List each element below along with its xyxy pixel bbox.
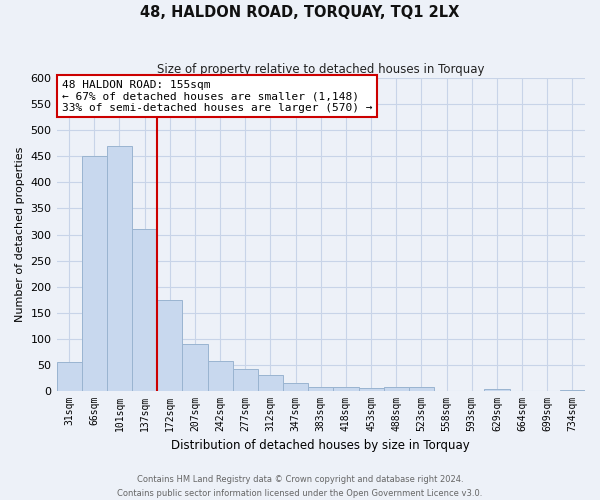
Y-axis label: Number of detached properties: Number of detached properties (15, 147, 25, 322)
Bar (359, 388, 383, 391)
Bar (409, 387, 434, 391)
Text: 48, HALDON ROAD, TORQUAY, TQ1 2LX: 48, HALDON ROAD, TORQUAY, TQ1 2LX (140, 5, 460, 20)
Bar (132, 230, 157, 391)
Bar (258, 376, 283, 391)
Bar (560, 390, 585, 391)
Title: Size of property relative to detached houses in Torquay: Size of property relative to detached ho… (157, 62, 485, 76)
Bar (182, 344, 208, 391)
Bar (208, 361, 233, 391)
Text: 48 HALDON ROAD: 155sqm
← 67% of detached houses are smaller (1,148)
33% of semi-: 48 HALDON ROAD: 155sqm ← 67% of detached… (62, 80, 373, 113)
Bar (157, 300, 182, 391)
Bar (308, 388, 334, 391)
Bar (383, 388, 409, 391)
Bar (484, 390, 509, 391)
Bar (82, 156, 107, 391)
Bar (107, 146, 132, 391)
Bar (233, 369, 258, 391)
Text: Contains HM Land Registry data © Crown copyright and database right 2024.
Contai: Contains HM Land Registry data © Crown c… (118, 476, 482, 498)
Bar (283, 383, 308, 391)
Bar (334, 387, 359, 391)
Bar (56, 362, 82, 391)
X-axis label: Distribution of detached houses by size in Torquay: Distribution of detached houses by size … (172, 440, 470, 452)
